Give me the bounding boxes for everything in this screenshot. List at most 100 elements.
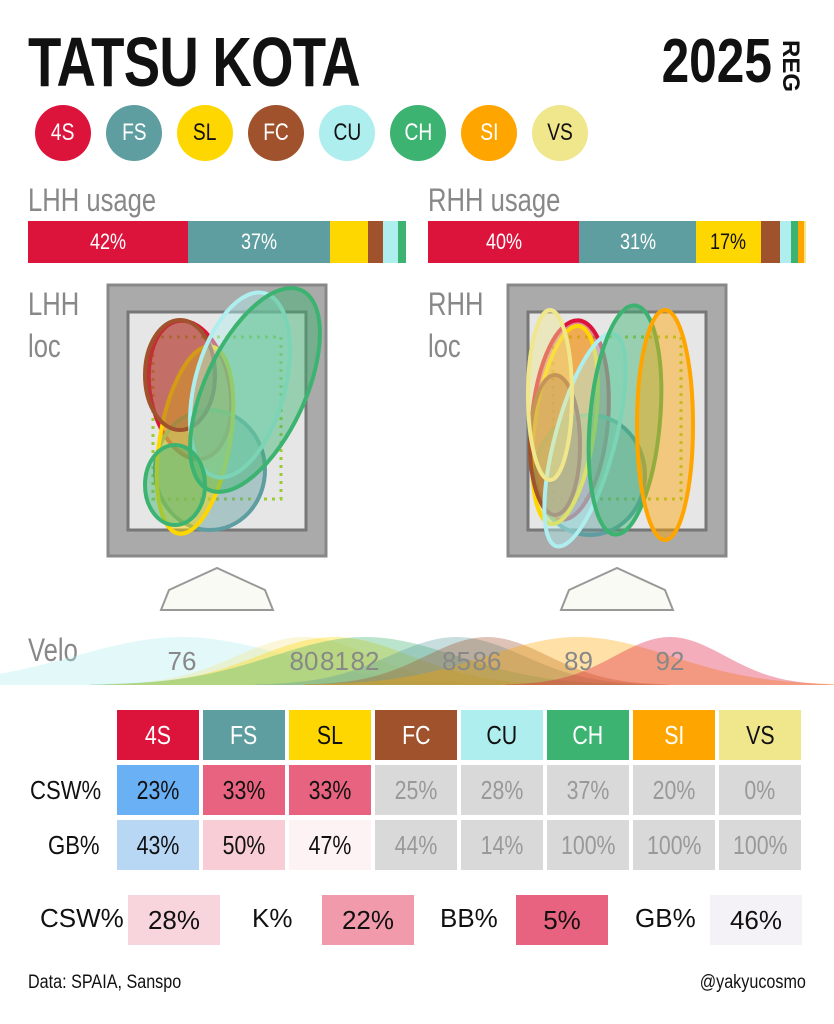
table-header-si: SI (633, 710, 715, 760)
table-cell: 47% (289, 820, 371, 870)
table-header-fc: FC (375, 710, 457, 760)
velo-label-sl: 81 (320, 646, 349, 676)
usage-value: 37% (240, 229, 278, 254)
velo-label-fc: 86 (473, 646, 502, 676)
table-header-cu: CU (461, 710, 543, 760)
usage-value: 17% (710, 229, 747, 254)
cell-value: 20% (652, 774, 696, 805)
cell-value: 50% (222, 829, 266, 860)
summary-value: 46% (729, 904, 783, 935)
lhh-usage-bar: 42% 37% (28, 221, 406, 263)
table-cell: 33% (203, 765, 285, 815)
rhh-loc-label1: RHH (428, 286, 484, 322)
cell-value: 37% (566, 774, 610, 805)
summary-label: GB% (635, 903, 696, 933)
location-density-cu (542, 331, 628, 549)
usage-segment-sl (329, 221, 368, 263)
table-cell: 20% (633, 765, 715, 815)
location-density-si (635, 308, 695, 542)
header-label: CU (486, 719, 518, 750)
usage-segment-ch (790, 221, 799, 263)
table-cell: 23% (117, 765, 199, 815)
pitch-code: FC (263, 119, 289, 146)
location-density-ch (188, 286, 322, 494)
table-cell: 25% (375, 765, 457, 815)
table-cell: 100% (719, 820, 801, 870)
table-header-fs: FS (203, 710, 285, 760)
velo-chart: 76 80 81 82 85 86 89 92 (0, 637, 834, 685)
header-label: SL (316, 719, 344, 750)
velo-label-ch: 82 (351, 646, 380, 676)
cell-value: 23% (136, 774, 180, 805)
velo-density-fc (304, 637, 670, 685)
table-cell: 43% (117, 820, 199, 870)
table-cell: 44% (375, 820, 457, 870)
table-header-vs: VS (719, 710, 801, 760)
pitch-code: CU (333, 119, 361, 146)
pitch-code: FS (121, 119, 147, 146)
summary-value: 22% (341, 904, 395, 935)
velo-density-vs (102, 637, 506, 685)
velo-density-si (304, 637, 834, 685)
pitch-code: SI (479, 119, 499, 146)
pitch-chip-fs: FS (106, 105, 162, 161)
summary-value: 28% (147, 904, 201, 935)
velo-density-4s (505, 637, 834, 685)
location-density-ch (143, 443, 207, 527)
pitch-chip-si: SI (461, 105, 517, 161)
pitch-code: CH (404, 119, 432, 146)
header-label: VS (745, 719, 775, 750)
cell-value: 100% (560, 829, 616, 860)
velo-label-si: 89 (564, 646, 593, 676)
velo-density-ch (90, 637, 640, 685)
lhh-usage-label: LHH usage (28, 182, 157, 218)
table-cell: 50% (203, 820, 285, 870)
season-type: REG (777, 40, 804, 93)
table-cell: 28% (461, 765, 543, 815)
header-label: FC (401, 719, 431, 750)
cell-value: 33% (222, 774, 266, 805)
header-label: 4S (144, 719, 172, 750)
cell-value: 44% (394, 829, 438, 860)
usage-segment-sl: 17% (696, 221, 761, 263)
pitch-chip-fc: FC (248, 105, 304, 161)
cell-value: 43% (136, 829, 180, 860)
rhh-usage-bar: 40% 31% 17% (428, 221, 806, 263)
table-cell: 100% (547, 820, 629, 870)
location-density-fc (528, 373, 582, 517)
velo-density-sl (105, 637, 564, 685)
pitch-chip-ch: CH (390, 105, 446, 161)
table-header-ch: CH (547, 710, 629, 760)
rhh-usage-label: RHH usage (428, 182, 561, 218)
summary-value-box: 22% (322, 895, 414, 945)
table-cell: 14% (461, 820, 543, 870)
data-source: Data: SPAIA, Sanspo (28, 972, 182, 993)
table-cell: 0% (719, 765, 801, 815)
velo-label-cu: 76 (168, 646, 197, 676)
table-cell: 37% (547, 765, 629, 815)
pitch-code: SL (193, 119, 217, 146)
summary-value-box: 5% (516, 895, 608, 945)
header-label: CH (572, 719, 604, 750)
usage-segment-fc (367, 221, 384, 263)
lhh-location-plot (106, 283, 328, 611)
usage-segment-vs (804, 221, 806, 263)
velo-density-fs (255, 637, 658, 685)
location-density-cu (188, 290, 292, 480)
rhh-location-plot (506, 283, 728, 611)
row-label: GB% (48, 830, 100, 860)
pitch-chip-4s: 4S (35, 105, 91, 161)
velo-density-cu (0, 637, 503, 685)
lhh-loc-label2: loc (28, 328, 61, 364)
velo-label: Velo (28, 632, 78, 668)
usage-segment-fs: 31% (579, 221, 697, 263)
summary-value: 5% (543, 904, 581, 935)
table-cell: 33% (289, 765, 371, 815)
table-header-sl: SL (289, 710, 371, 760)
location-density-vs (526, 308, 574, 482)
location-plots (106, 283, 728, 611)
pitch-chip-cu: CU (319, 105, 375, 161)
pitch-code: VS (547, 119, 573, 146)
pitch-chip-sl: SL (177, 105, 233, 161)
velo-label-vs: 80 (290, 646, 319, 676)
